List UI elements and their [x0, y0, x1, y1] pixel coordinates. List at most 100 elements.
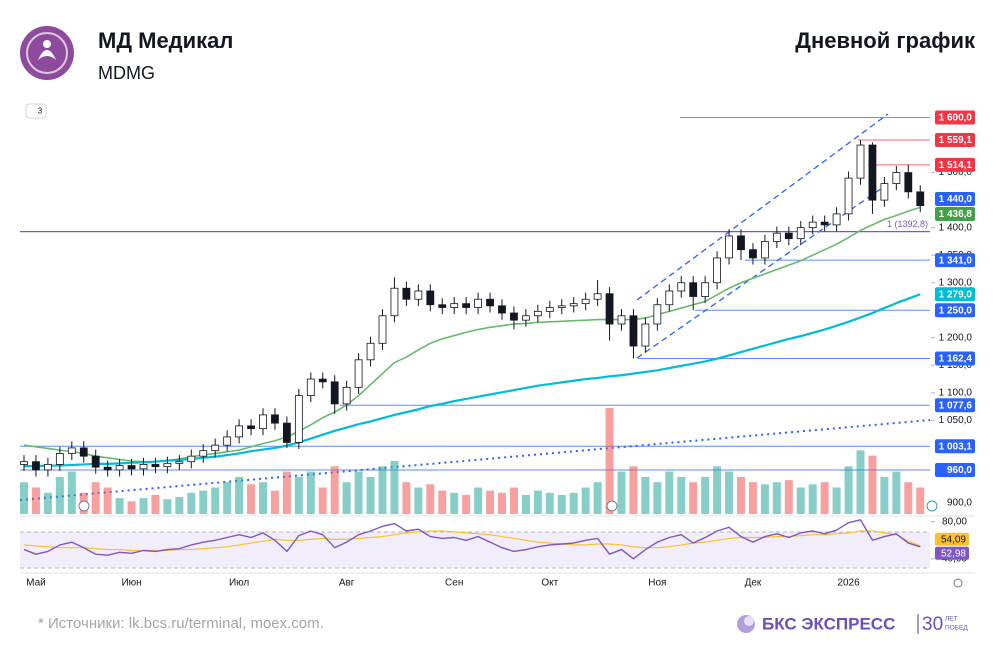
candle-body: [462, 303, 471, 308]
volume-bar: [103, 487, 112, 514]
volume-bar: [796, 487, 805, 514]
candle-body: [522, 315, 530, 321]
candle-body: [20, 461, 28, 465]
price-label: 960,0: [947, 465, 972, 476]
price-label-box: [935, 287, 975, 302]
volume-bar: [701, 476, 710, 514]
price-label: 1 003,1: [939, 441, 973, 452]
volume-bar: [605, 408, 614, 514]
volume-bar: [760, 484, 769, 514]
candle-body: [868, 144, 877, 201]
candle-body: [916, 191, 925, 207]
y-tick-label: 1 100,0: [939, 387, 973, 398]
interval-badge[interactable]: [25, 103, 47, 119]
volume-bar: [820, 482, 829, 514]
candle-body: [593, 293, 602, 300]
candle-body: [880, 183, 889, 201]
volume-bar: [55, 476, 64, 514]
candle-body: [306, 378, 315, 397]
price-label: 1 600,0: [939, 113, 973, 124]
price-label-box: [935, 439, 975, 454]
volume-bar: [521, 494, 530, 514]
volume-bar: [533, 490, 542, 514]
candle-body: [259, 414, 267, 430]
volume-bar: [20, 482, 28, 514]
volume-bar: [259, 482, 267, 514]
price-label-box: [935, 351, 975, 366]
volume-bar: [808, 484, 817, 514]
event-marker[interactable]: [926, 500, 938, 512]
moving-average-line: [23, 206, 921, 463]
candle-body: [641, 323, 650, 347]
candle-body: [211, 444, 220, 452]
candle-body: [426, 290, 435, 306]
brand-logo-highlight: [744, 616, 754, 626]
volume-bar: [354, 471, 363, 514]
volume-bar: [844, 466, 853, 514]
candle-body: [115, 465, 124, 471]
price-label: 1 341,0: [939, 255, 973, 266]
volume-bar: [892, 471, 901, 514]
price-label: 1 559,1: [939, 135, 973, 146]
candle-body: [318, 378, 327, 383]
volume-bar: [294, 476, 303, 514]
event-marker[interactable]: [606, 500, 618, 512]
event-marker[interactable]: [78, 500, 90, 512]
rsi-label-box: [935, 532, 969, 546]
candle-body: [199, 450, 208, 457]
candle-body: [533, 310, 542, 317]
x-tick-label: Окт: [541, 578, 558, 589]
candle-body: [510, 312, 518, 321]
candle-body: [175, 461, 184, 464]
y-tick-label: 1 200,0: [939, 332, 973, 343]
volume-bar: [725, 471, 734, 514]
volume-bar: [617, 471, 626, 514]
candle-body: [784, 232, 793, 240]
candle-body: [55, 453, 64, 465]
price-label-box: [935, 462, 975, 477]
volume-bar: [31, 487, 40, 514]
volume-bar: [127, 501, 136, 514]
candle-body: [904, 172, 913, 193]
volume-bar: [426, 484, 435, 514]
candle-body: [605, 293, 614, 325]
volume-bar: [498, 492, 506, 514]
price-label-box: [935, 253, 975, 268]
candle-body: [689, 282, 698, 297]
candle-body: [677, 282, 686, 292]
volume-bar: [557, 494, 566, 514]
brand-name: БКС ЭКСПРЕСС: [762, 614, 895, 633]
company-logo-ring: [26, 32, 68, 74]
settings-icon[interactable]: [953, 578, 963, 588]
volume-bar: [330, 466, 339, 514]
volume-bar: [390, 461, 399, 514]
candle-body: [271, 414, 279, 424]
trend-level-label: 1 (1392,8): [887, 219, 928, 229]
company-logo-mark: [38, 50, 56, 60]
rsi-line: [23, 519, 921, 560]
y-tick-label: 1 400,0: [939, 222, 973, 233]
volume-bar: [653, 482, 662, 514]
candle-body: [701, 282, 710, 297]
candle-body: [103, 466, 112, 471]
volume-bar: [748, 482, 757, 514]
y-tick-label: 1 050,0: [939, 415, 973, 426]
x-tick-label: Сен: [445, 578, 463, 589]
candle-body: [665, 290, 674, 306]
volume-bar: [689, 482, 698, 514]
candle-body: [414, 290, 423, 300]
volume-bar: [67, 471, 76, 514]
candle-body: [808, 221, 817, 229]
volume-bar: [235, 476, 244, 514]
volume-bar: [593, 482, 602, 514]
volume-bar: [163, 499, 172, 514]
candle-body: [354, 359, 363, 388]
candle-body: [151, 464, 160, 468]
volume-bar: [306, 471, 315, 514]
source-note: * Источники: lk.bcs.ru/terminal, moex.co…: [38, 615, 324, 632]
candle-body: [450, 303, 459, 308]
volume-bar: [462, 494, 471, 514]
volume-bar: [342, 482, 351, 514]
